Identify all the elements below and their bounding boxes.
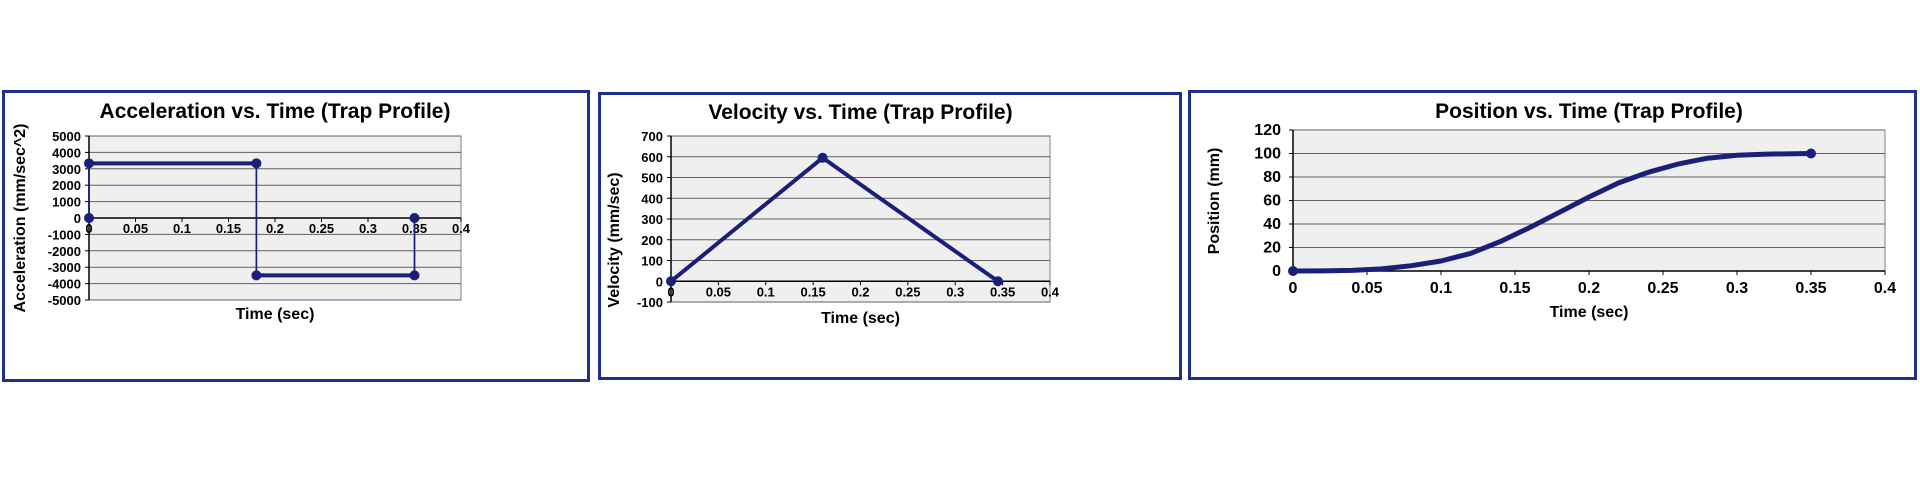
x-tick-label: 0.2 (851, 284, 869, 299)
x-tick-label: 0.15 (216, 221, 241, 236)
x-tick-label: 0.3 (946, 284, 964, 299)
y-tick-label: 4000 (52, 145, 81, 160)
x-tick-label: 0.35 (990, 284, 1015, 299)
data-point (1806, 148, 1816, 159)
acceleration-chart: Acceleration vs. Time (Trap Profile) 5000… (12, 100, 471, 323)
position-chart: Position vs. Time (Trap Profile) 120 100 80… (1206, 100, 1896, 321)
y-tick-label: 700 (641, 129, 663, 144)
data-point (817, 152, 828, 163)
x-tick-label: 0.05 (706, 284, 731, 299)
x-tick-label: 0.2 (266, 221, 284, 236)
x-tick-label: 0.25 (895, 284, 920, 299)
x-tick-label: 0.25 (309, 221, 334, 236)
x-tick-label: 0.4 (1874, 280, 1896, 297)
chart-title: Acceleration vs. Time (Trap Profile) (100, 100, 451, 123)
y-tick-label: 60 (1263, 193, 1281, 210)
y-axis-label: Position (mm) (1206, 148, 1223, 255)
y-tick-label: 400 (641, 191, 663, 206)
x-tick-label: 0.2 (1578, 280, 1600, 297)
y-tick-label: 80 (1263, 169, 1281, 186)
x-tick-label: 0 (1289, 280, 1298, 297)
x-tick-label: 0.25 (1647, 280, 1678, 297)
velocity-chart: Velocity vs. Time (Trap Profile) 700 600 50… (606, 101, 1060, 327)
data-point (666, 276, 676, 287)
x-tick-label: 0.4 (1041, 284, 1060, 299)
data-point (992, 276, 1003, 287)
data-point (1288, 266, 1298, 276)
y-tick-label: 200 (641, 233, 663, 248)
y-tick-label: 1000 (52, 195, 81, 210)
y-tick-label: -1000 (48, 227, 81, 242)
x-axis-label: Time (sec) (236, 306, 315, 323)
y-tick-label: 3000 (52, 162, 81, 177)
y-tick-label: 0 (656, 274, 663, 289)
chart-title: Velocity vs. Time (Trap Profile) (708, 101, 1012, 124)
y-tick-label: 300 (641, 212, 663, 227)
x-tick-label: 0.1 (173, 221, 191, 236)
y-tick-label: 0 (1272, 263, 1281, 280)
position-chart-panel: Position vs. Time (Trap Profile) 120 100 80… (1188, 90, 1917, 380)
x-tick-label: 0 (85, 221, 92, 236)
x-tick-label: 0.3 (1726, 280, 1748, 297)
velocity-chart-panel: Velocity vs. Time (Trap Profile) 700 600 50… (598, 92, 1182, 380)
x-axis-label: Time (sec) (821, 310, 900, 327)
x-tick-label: 0 (667, 284, 674, 299)
y-tick-label: 2000 (52, 178, 81, 193)
y-tick-label: 20 (1263, 240, 1281, 257)
x-tick-label: 0.1 (1430, 280, 1452, 297)
x-tick-label: 0.15 (800, 284, 825, 299)
y-tick-label: 40 (1263, 216, 1281, 233)
series-line (1290, 151, 1814, 274)
x-tick-label: 0.35 (1795, 280, 1826, 297)
x-tick-label: 0.05 (123, 221, 148, 236)
x-tick-label: 0.05 (1351, 280, 1382, 297)
chart-title: Position vs. Time (Trap Profile) (1435, 100, 1743, 123)
y-tick-label: 500 (641, 171, 663, 186)
y-tick-label: -100 (637, 295, 663, 310)
y-tick-label: -3000 (48, 260, 81, 275)
acceleration-chart-panel: Acceleration vs. Time (Trap Profile) 5000… (2, 90, 590, 382)
y-tick-label: 0 (74, 211, 81, 226)
x-tick-label: 0.15 (1499, 280, 1530, 297)
y-tick-label: 100 (1254, 146, 1281, 163)
x-tick-label: 0.3 (359, 221, 377, 236)
x-tick-label: 0.4 (452, 221, 471, 236)
y-tick-label: -4000 (48, 277, 81, 292)
y-axis-label: Acceleration (mm/sec^2) (12, 124, 29, 313)
y-tick-label: 600 (641, 150, 663, 165)
y-tick-label: -2000 (48, 244, 81, 259)
x-tick-label: 0.1 (757, 284, 775, 299)
y-tick-label: 5000 (52, 129, 81, 144)
y-tick-label: 100 (641, 254, 663, 269)
y-axis-label: Velocity (mm/sec) (606, 172, 623, 307)
x-axis-label: Time (sec) (1550, 304, 1629, 321)
y-tick-label: -5000 (48, 293, 81, 308)
y-tick-label: 120 (1254, 122, 1281, 139)
